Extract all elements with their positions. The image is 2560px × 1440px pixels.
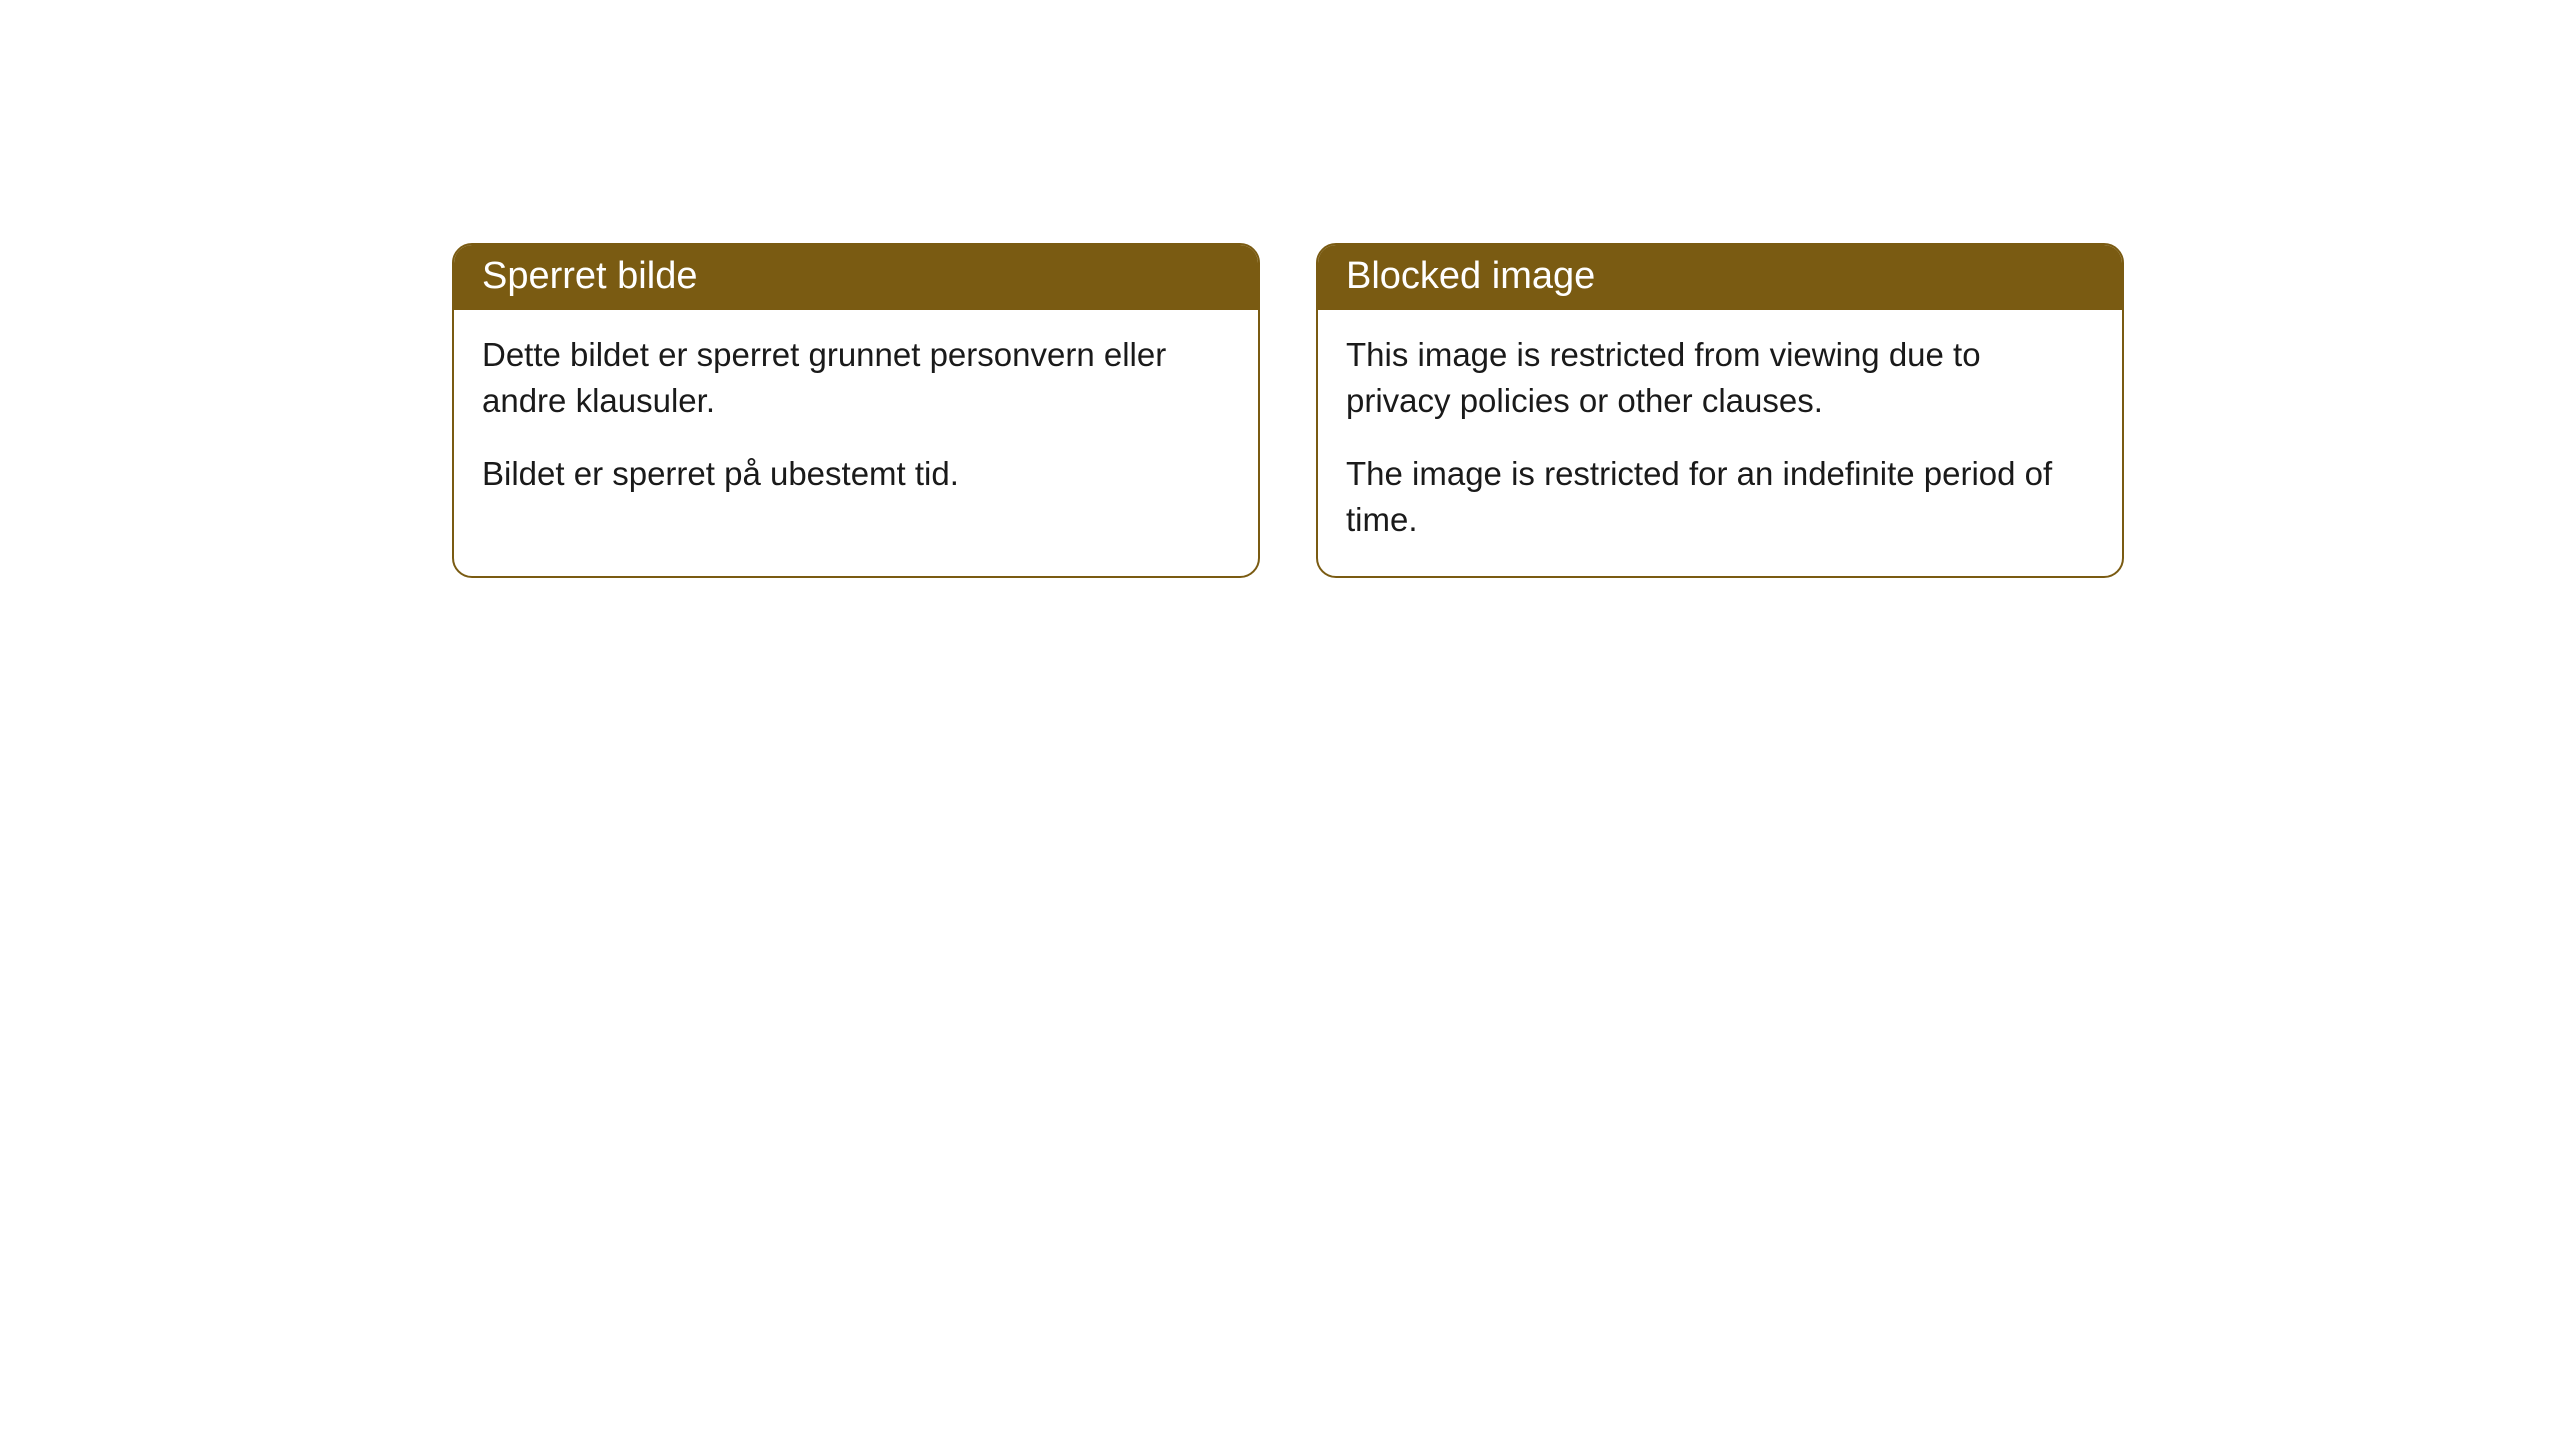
blocked-image-card-norwegian: Sperret bilde Dette bildet er sperret gr…	[452, 243, 1260, 578]
card-body-english: This image is restricted from viewing du…	[1318, 310, 2122, 576]
card-paragraph-2: The image is restricted for an indefinit…	[1346, 451, 2094, 542]
card-body-norwegian: Dette bildet er sperret grunnet personve…	[454, 310, 1258, 531]
card-header-norwegian: Sperret bilde	[454, 245, 1258, 310]
card-paragraph-1: This image is restricted from viewing du…	[1346, 332, 2094, 423]
card-paragraph-1: Dette bildet er sperret grunnet personve…	[482, 332, 1230, 423]
notice-cards-container: Sperret bilde Dette bildet er sperret gr…	[452, 243, 2124, 578]
card-paragraph-2: Bildet er sperret på ubestemt tid.	[482, 451, 1230, 497]
card-header-english: Blocked image	[1318, 245, 2122, 310]
blocked-image-card-english: Blocked image This image is restricted f…	[1316, 243, 2124, 578]
